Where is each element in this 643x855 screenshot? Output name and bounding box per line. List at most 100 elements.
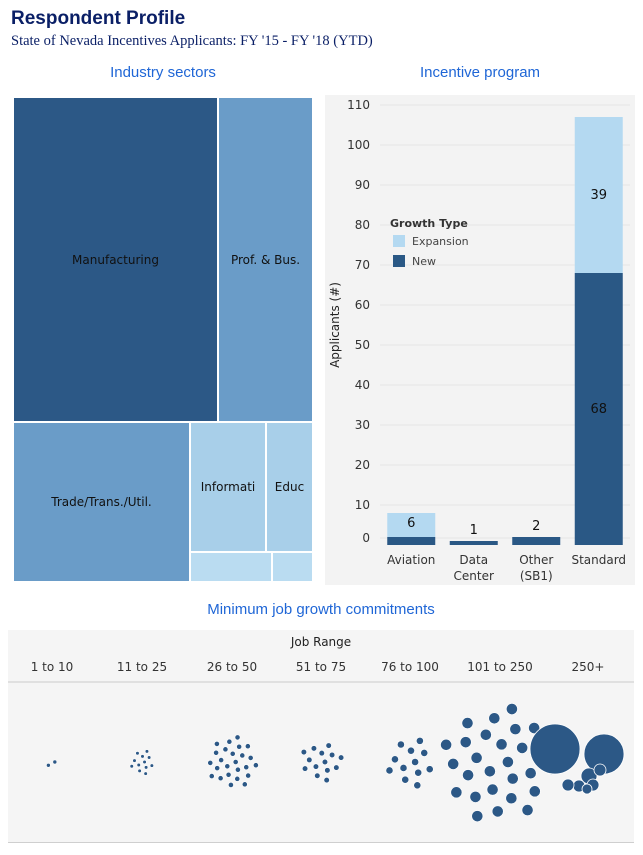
bubble xyxy=(479,728,492,741)
bubble xyxy=(232,759,239,765)
x-tick-label: (SB1) xyxy=(520,569,553,583)
bar-expansion xyxy=(387,513,436,537)
x-tick-label: Data xyxy=(459,553,488,567)
y-tick-label: 10 xyxy=(355,498,370,512)
bubble xyxy=(245,772,252,779)
data-label: 6 xyxy=(407,516,415,531)
bubble xyxy=(208,773,215,779)
treemap-cell-education[interactable]: Educ xyxy=(266,422,313,552)
data-label: 2 xyxy=(532,519,540,534)
bubble xyxy=(414,768,423,777)
job-range-label: 11 to 25 xyxy=(117,660,167,674)
bubble xyxy=(561,778,575,792)
bubble xyxy=(143,765,149,770)
bubble xyxy=(241,781,248,788)
bubble xyxy=(470,751,483,764)
y-tick-label: 60 xyxy=(355,298,370,312)
bubble xyxy=(321,758,329,766)
bar-new xyxy=(387,537,436,545)
job-range-label: 101 to 250 xyxy=(467,660,532,674)
bubble xyxy=(524,767,537,780)
y-axis-label: Applicants (#) xyxy=(328,282,342,368)
bubble xyxy=(324,767,331,774)
treemap-cell-small-2[interactable] xyxy=(272,552,313,582)
bar-chart-title: Incentive program xyxy=(419,64,541,81)
y-tick-label: 0 xyxy=(362,531,370,545)
bubble xyxy=(469,790,482,803)
legend-swatch xyxy=(393,235,405,247)
treemap-label-prof-bus: Prof. & Bus. xyxy=(230,252,301,267)
bubble xyxy=(214,765,221,772)
bubble xyxy=(471,810,484,823)
y-tick-label: 90 xyxy=(355,178,370,192)
data-label: 39 xyxy=(590,188,607,203)
bubble xyxy=(306,756,313,764)
bubble xyxy=(222,746,229,753)
treemap-cell-manufacturing[interactable]: Manufacturing xyxy=(13,97,218,422)
bubble xyxy=(581,783,593,795)
bubble xyxy=(397,740,405,749)
bubble xyxy=(521,804,534,816)
bubble xyxy=(300,748,307,756)
job-range-label: 1 to 10 xyxy=(31,660,74,674)
bubble xyxy=(516,742,529,754)
bubble xyxy=(450,786,463,799)
y-tick-label: 40 xyxy=(355,378,370,392)
y-tick-label: 100 xyxy=(347,138,370,152)
bubble xyxy=(399,764,408,772)
bubble xyxy=(228,782,234,788)
bubble xyxy=(425,765,434,774)
bubble xyxy=(52,759,58,765)
bubble xyxy=(318,750,325,757)
treemap-label-information: Informati xyxy=(200,480,256,494)
treemap-cell-information[interactable]: Informati xyxy=(190,422,266,552)
bubble xyxy=(407,746,415,755)
bar-chart-panel: 0 10 20 30 40 50 60 70 80 90 100 110 Applicants (#) A… xyxy=(325,95,635,585)
bubble xyxy=(509,723,522,736)
x-tick-label: Aviation xyxy=(387,553,435,567)
treemap-cell-trade[interactable]: Trade/Trans./Util. xyxy=(13,422,190,582)
bubble xyxy=(310,745,318,752)
bubble xyxy=(144,749,150,754)
bar-expansion xyxy=(574,117,623,273)
x-tick-label: Standard xyxy=(571,553,626,567)
y-tick-label: 50 xyxy=(355,338,370,352)
bar-new xyxy=(512,537,561,545)
bubble xyxy=(328,751,336,759)
bubble xyxy=(420,749,429,757)
bubble xyxy=(593,763,607,777)
bubble xyxy=(440,738,453,751)
bubble xyxy=(244,743,251,750)
bubble xyxy=(391,755,399,764)
bubble xyxy=(488,712,501,725)
bubble xyxy=(225,771,232,778)
job-range-label: 51 to 75 xyxy=(296,660,346,674)
bubble xyxy=(207,759,214,766)
bubble xyxy=(140,754,145,759)
bubble xyxy=(312,763,320,770)
bubble xyxy=(214,741,220,747)
bubble xyxy=(143,771,148,776)
x-tick-label: Center xyxy=(454,569,494,583)
bubble xyxy=(323,777,330,784)
bubble xyxy=(529,723,581,775)
bubble xyxy=(401,775,410,784)
bubble xyxy=(413,781,422,790)
bubble xyxy=(129,764,134,769)
bubble xyxy=(337,754,345,761)
bubble xyxy=(46,763,51,768)
y-tick-label: 30 xyxy=(355,418,370,432)
treemap-label-education: Educ xyxy=(274,480,305,494)
legend-label: New xyxy=(412,255,436,268)
bubble xyxy=(301,765,309,772)
treemap-cell-prof-bus[interactable]: Prof. & Bus. xyxy=(218,97,313,422)
bubble xyxy=(483,765,496,778)
treemap-label-trade: Trade/Trans./Util. xyxy=(51,495,152,509)
page-subtitle: State of Nevada Incentives Applicants: F… xyxy=(11,33,373,49)
treemap-cell-small-1[interactable] xyxy=(190,552,272,582)
bubble xyxy=(149,763,154,768)
bubble xyxy=(506,703,518,715)
y-tick-label: 20 xyxy=(355,458,370,472)
bar-new xyxy=(574,273,623,545)
job-growth-bubble-chart: Job Range 1 to 10 11 to 25 26 to 50 51 to 75… xyxy=(8,635,634,823)
